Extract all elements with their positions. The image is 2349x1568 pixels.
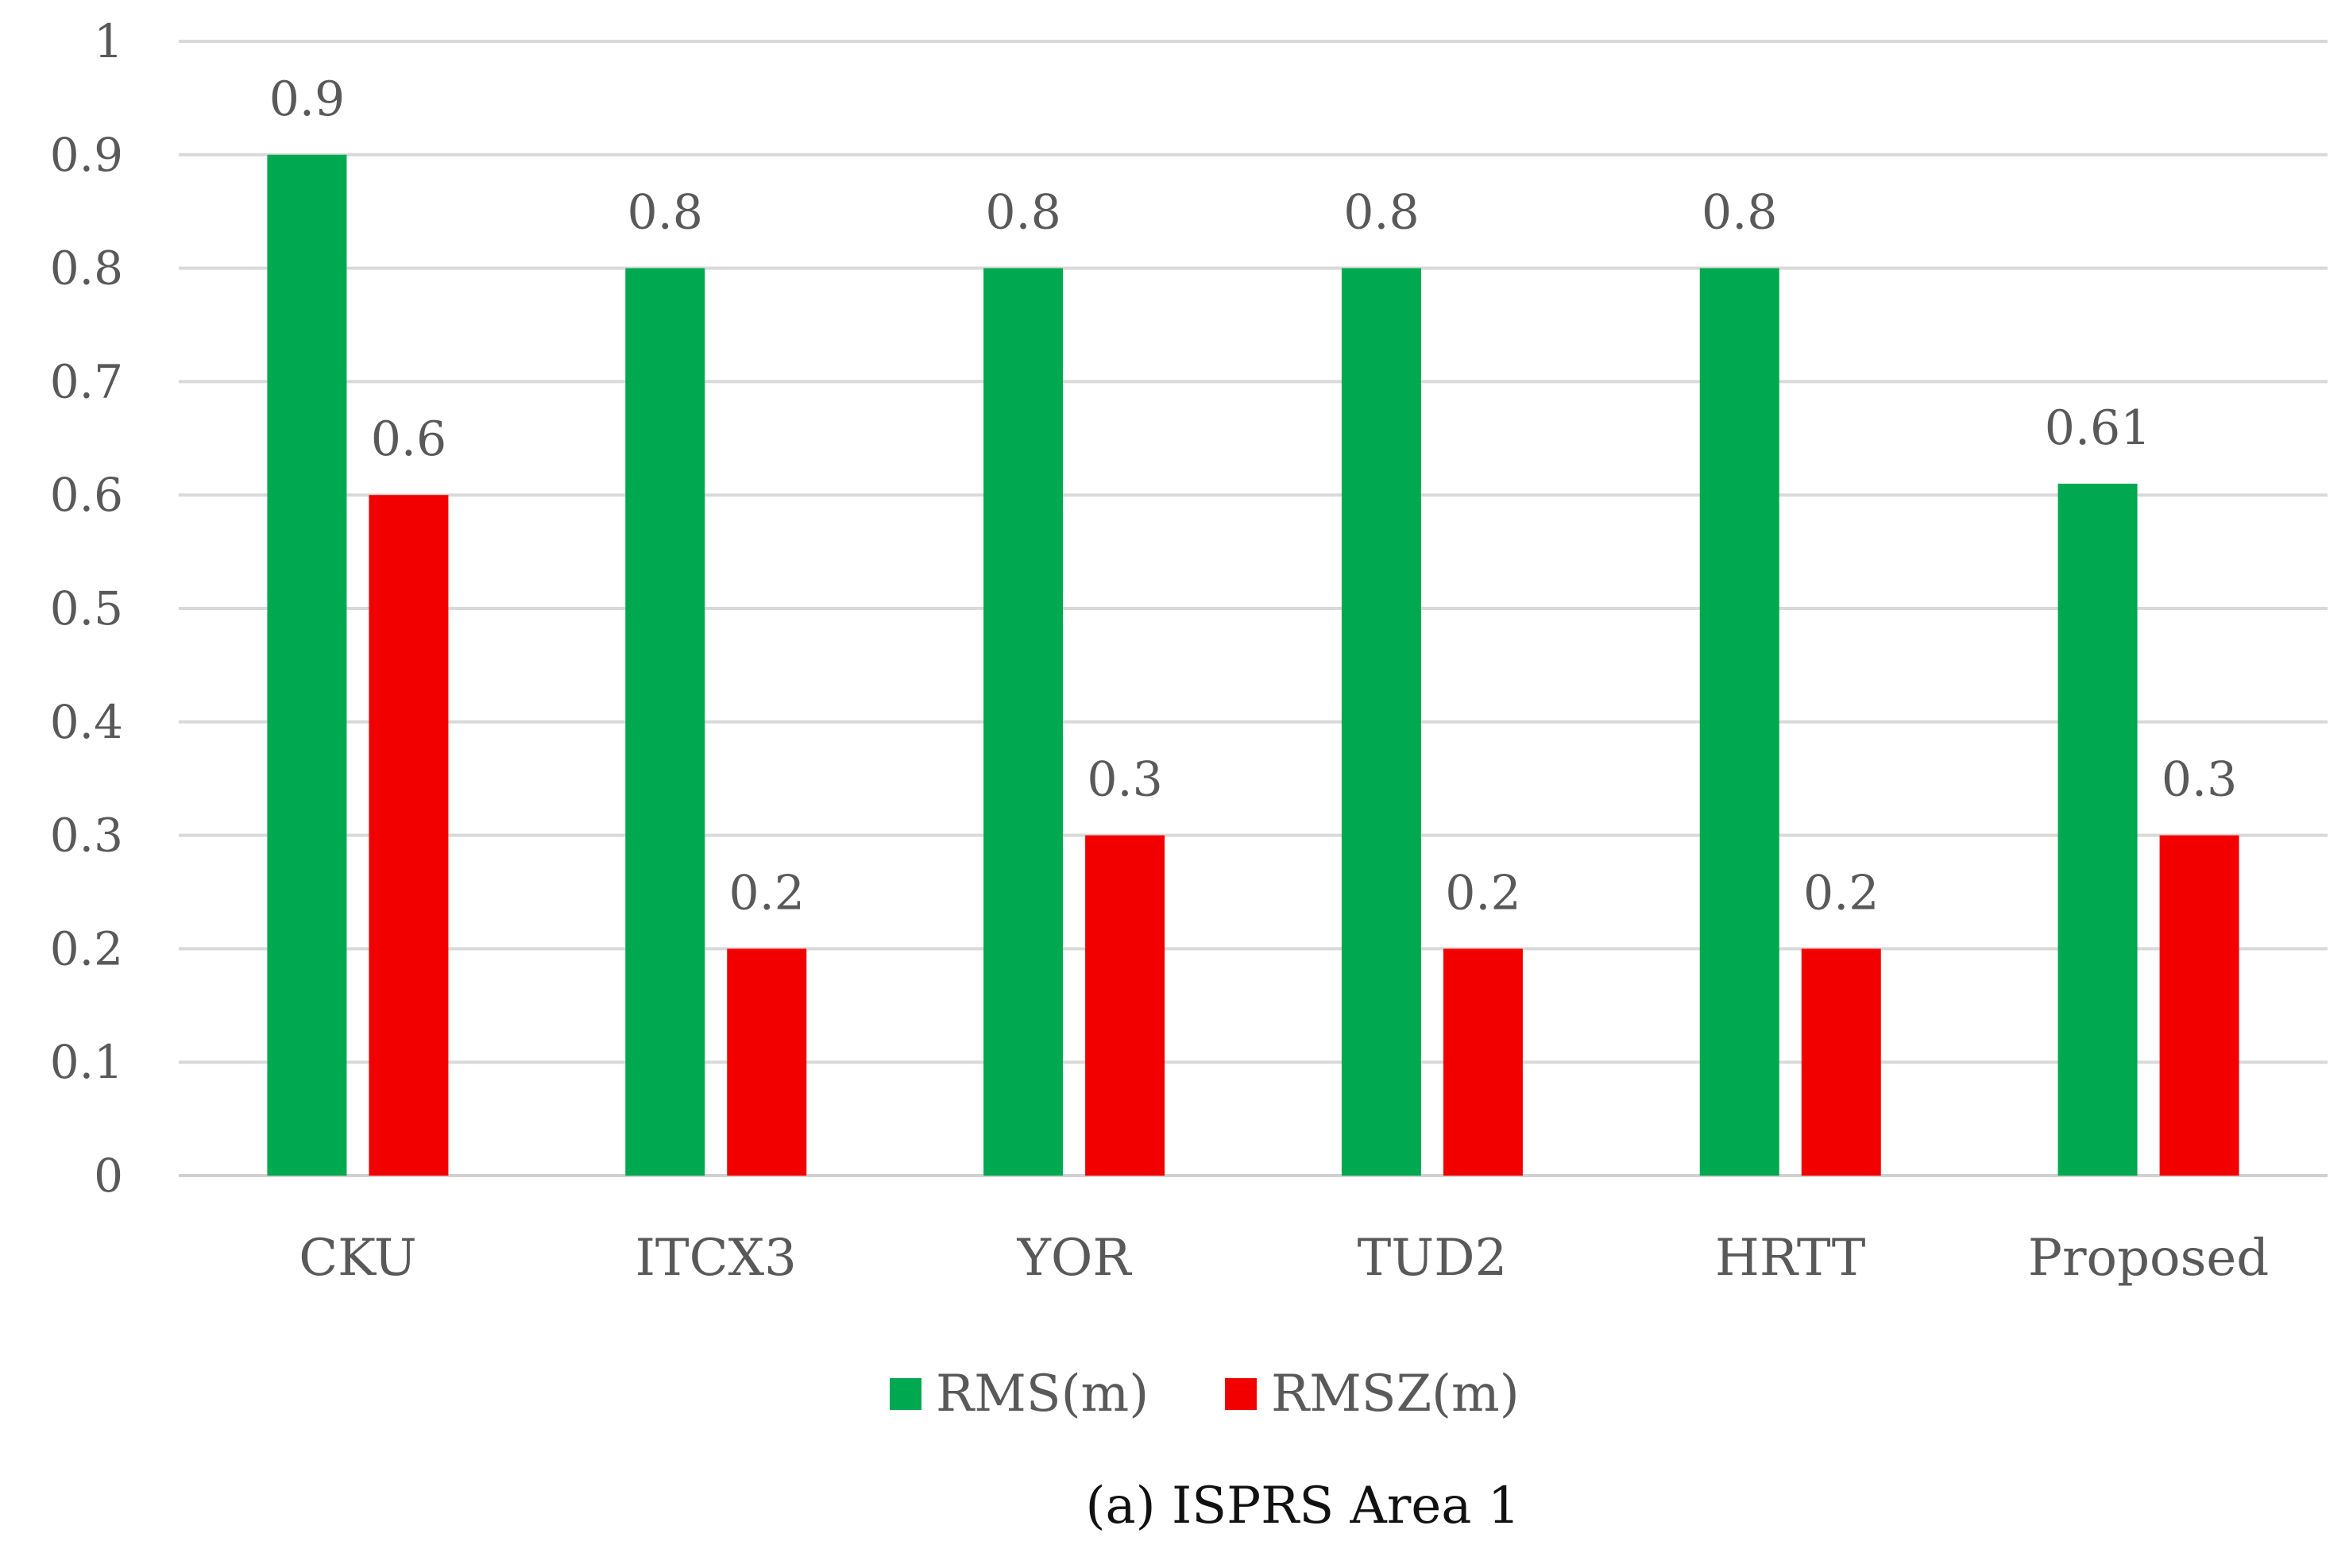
x-tick-label: CKU xyxy=(299,1229,416,1288)
gridlines xyxy=(179,40,2328,1177)
x-axis-ticks: CKU ITCX3 YOR TUD2 HRTT Proposed xyxy=(299,1229,2269,1288)
bar-rms-m-tud2 xyxy=(1341,268,1421,1176)
bar-rmsz-m-proposed xyxy=(2159,835,2239,1176)
data-label: 0.3 xyxy=(1087,752,1162,808)
legend: RMS(m) RMSZ(m) xyxy=(890,1365,1520,1423)
y-tick-label: 0.8 xyxy=(50,241,123,295)
bar-rmsz-m-tud2 xyxy=(1443,948,1523,1176)
bar-rms-m-proposed xyxy=(2057,483,2138,1176)
legend-label-rms: RMS(m) xyxy=(936,1365,1149,1423)
y-axis-ticks: 0 0.1 0.2 0.3 0.4 0.5 0.6 0.7 0.8 0.9 1 xyxy=(50,14,123,1203)
y-tick-label: 0.5 xyxy=(50,581,123,635)
x-tick-label: YOR xyxy=(1017,1229,1133,1288)
data-label: 0.8 xyxy=(1702,185,1777,241)
x-tick-label: TUD2 xyxy=(1358,1229,1508,1288)
data-label: 0.2 xyxy=(1445,865,1520,921)
y-tick-label: 0.9 xyxy=(50,128,123,182)
y-tick-label: 0 xyxy=(94,1149,123,1203)
data-label: 0.2 xyxy=(1803,865,1879,921)
chart-caption: (a) ISPRS Area 1 xyxy=(1086,1477,1520,1535)
data-label: 0.8 xyxy=(628,185,703,241)
y-tick-label: 0.4 xyxy=(50,695,123,749)
x-tick-label: ITCX3 xyxy=(636,1229,797,1288)
data-label: 0.2 xyxy=(729,865,805,921)
data-label: 0.8 xyxy=(985,185,1061,241)
data-label: 0.9 xyxy=(269,71,345,127)
data-label: 0.8 xyxy=(1343,185,1419,241)
bar-rms-m-itcx3 xyxy=(625,268,705,1176)
bar-rmsz-m-cku xyxy=(369,495,449,1176)
bars xyxy=(267,154,2239,1176)
data-label: 0.6 xyxy=(371,411,446,467)
legend-label-rmsz: RMSZ(m) xyxy=(1271,1365,1520,1423)
x-tick-label: HRTT xyxy=(1715,1229,1866,1288)
bar-rmsz-m-hrtt xyxy=(1801,948,1881,1176)
y-tick-label: 0.1 xyxy=(50,1035,123,1089)
bar-rms-m-cku xyxy=(267,154,347,1176)
y-tick-label: 0.7 xyxy=(50,354,123,408)
y-tick-label: 0.6 xyxy=(50,468,123,522)
data-label: 0.61 xyxy=(2045,400,2151,456)
bar-rms-m-hrtt xyxy=(1699,268,1779,1176)
bar-rmsz-m-itcx3 xyxy=(727,948,807,1176)
y-tick-label: 0.2 xyxy=(50,921,123,975)
y-tick-label: 0.3 xyxy=(50,809,123,863)
data-label: 0.3 xyxy=(2162,752,2237,808)
data-labels: 0.9 0.6 0.8 0.2 0.8 0.3 0.8 0.2 0.8 0.2 0.61 0.3 xyxy=(269,71,2238,921)
bar-rms-m-yor xyxy=(983,268,1064,1176)
x-tick-label: Proposed xyxy=(2028,1229,2269,1288)
y-tick-label: 1 xyxy=(94,14,123,68)
bar-rmsz-m-yor xyxy=(1085,835,1165,1176)
legend-swatch-rms xyxy=(890,1378,921,1410)
legend-swatch-rmsz xyxy=(1225,1378,1257,1410)
